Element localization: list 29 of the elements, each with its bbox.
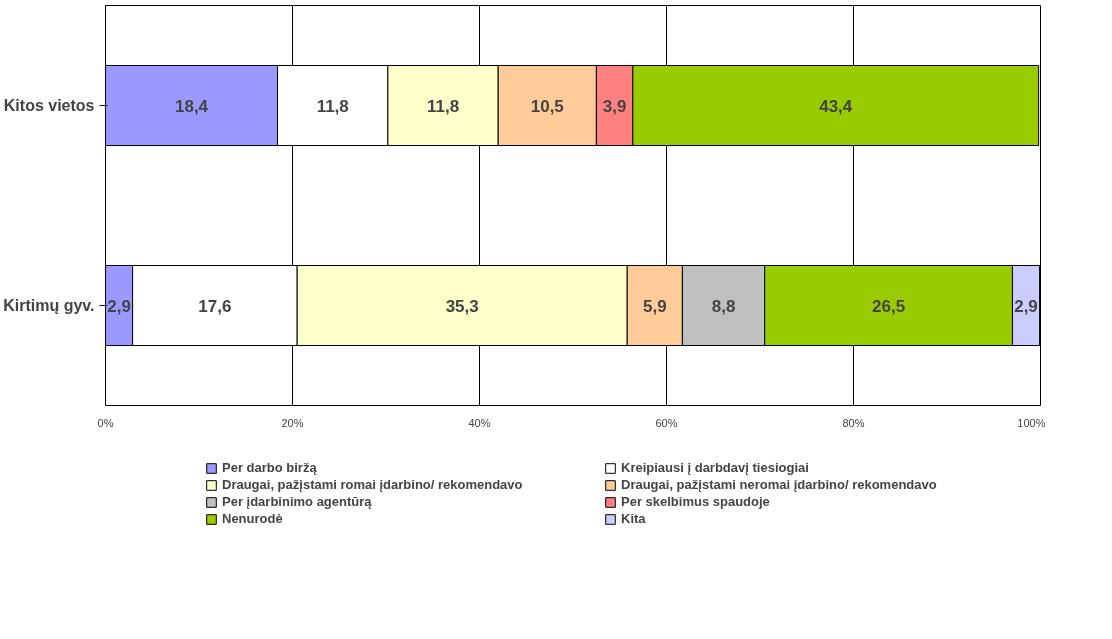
data-label: 3,9 bbox=[602, 96, 627, 116]
x-tick-label: 0% bbox=[97, 416, 114, 429]
data-label: 2,9 bbox=[1014, 296, 1038, 316]
data-label: 43,4 bbox=[819, 96, 853, 116]
legend-label: Draugai, pažįstami romai įdarbino/ rekomendavo bbox=[222, 477, 524, 492]
data-label: 17,6 bbox=[198, 296, 232, 316]
legend-label: Kita bbox=[621, 511, 647, 526]
x-tick-label: 60% bbox=[655, 416, 678, 429]
data-label: 11,8 bbox=[316, 96, 349, 116]
x-tick-label: 40% bbox=[468, 416, 491, 429]
data-label: 5,9 bbox=[643, 296, 667, 316]
legend-label: Kreipiausi į darbdavį tiesiogiai bbox=[621, 460, 810, 475]
data-label: 35,3 bbox=[445, 296, 479, 316]
legend-label: Per skelbimus spaudoje bbox=[621, 494, 771, 509]
y-tick-label: Kitos vietos bbox=[3, 97, 95, 114]
legend-label: Draugai, pažįstami neromai įdarbino/ rekomendavo bbox=[621, 477, 938, 492]
data-label: 26,5 bbox=[872, 296, 906, 316]
x-tick-label: 100% bbox=[1017, 416, 1046, 429]
x-tick-label: 80% bbox=[842, 416, 865, 429]
legend-label: Per įdarbinimo agentūrą bbox=[222, 494, 373, 509]
legend-label: Nenurodė bbox=[222, 511, 284, 526]
x-tick-label: 20% bbox=[281, 416, 304, 429]
y-tick-label: Kirtimų gyv. bbox=[3, 297, 95, 314]
data-label: 11,8 bbox=[426, 96, 460, 116]
legend-label: Per darbo biržą bbox=[222, 460, 318, 475]
data-label: 8,8 bbox=[711, 296, 736, 316]
data-label: 2,9 bbox=[107, 296, 131, 316]
data-label: 18,4 bbox=[174, 96, 209, 116]
data-label: 10,5 bbox=[530, 96, 564, 116]
